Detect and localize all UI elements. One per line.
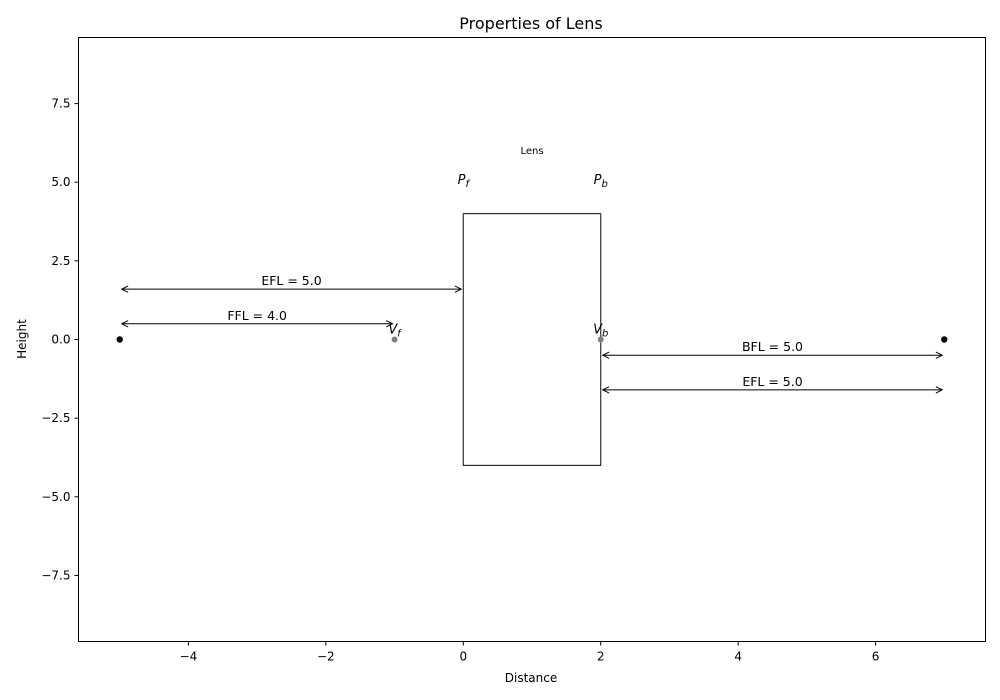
x-tick-label: 2 (597, 650, 605, 664)
chart-title: Properties of Lens (459, 14, 602, 33)
y-axis: −7.5 −5.0 −2.5 0.0 2.5 5.0 7.5 (41, 97, 79, 582)
y-tick-label: −5.0 (41, 490, 70, 504)
y-tick-label: 5.0 (51, 175, 70, 189)
x-tick-label: 6 (872, 650, 880, 664)
y-axis-label: Height (15, 319, 29, 359)
dimension-label: EFL = 5.0 (261, 273, 321, 288)
y-tick-label: 7.5 (51, 97, 70, 111)
dimension-label: EFL = 5.0 (742, 374, 802, 389)
principal-plane-label-b: Pb (594, 173, 608, 190)
principal-plane-label-f: Pf (458, 173, 471, 190)
vertex-point-b (597, 336, 604, 343)
vertex-label-b: Vb (593, 323, 608, 340)
lens-body (462, 213, 602, 466)
y-tick-label: −2.5 (41, 411, 70, 425)
x-tick-label: 4 (734, 650, 742, 664)
focal-point (116, 336, 123, 343)
vertex-point-f (391, 336, 398, 343)
x-tick-label: −2 (317, 650, 335, 664)
x-axis-label: Distance (505, 671, 557, 685)
lens-label: Lens (520, 146, 543, 157)
y-tick-label: −7.5 (41, 568, 70, 582)
x-tick-label: 0 (459, 650, 467, 664)
dimension-label: FFL = 4.0 (227, 308, 287, 323)
y-tick-label: 2.5 (51, 254, 70, 268)
x-axis: −4 −2 0 2 4 6 (180, 641, 880, 664)
y-tick-label: 0.0 (51, 333, 70, 347)
plot-area: Lens Pf Pb EFL = 5.0 FFL = 4.0 BFL = 5.0 EFL =… (116, 146, 948, 466)
axes-frame (78, 37, 986, 642)
vertex-label-f: Vf (388, 323, 402, 340)
dimension-label: BFL = 5.0 (742, 339, 803, 354)
x-tick-label: −4 (180, 650, 198, 664)
focal-point (941, 336, 948, 343)
